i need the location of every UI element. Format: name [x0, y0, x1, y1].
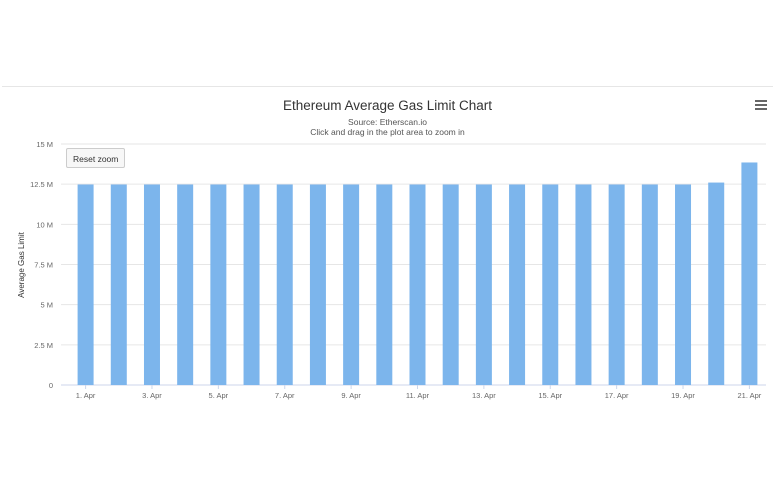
x-tick-label: 17. Apr — [605, 391, 629, 400]
y-axis-title: Average Gas Limit — [17, 231, 26, 297]
y-tick-label: 0 — [49, 381, 53, 390]
bar-10-apr[interactable] — [376, 184, 393, 385]
bar-2-apr[interactable] — [110, 184, 127, 385]
chart-subtitle-source: Source: Etherscan.io — [348, 117, 427, 127]
bar-15-apr[interactable] — [542, 184, 559, 385]
y-tick-label: 12.5 M — [30, 180, 53, 189]
x-tick-label: 9. Apr — [341, 391, 361, 400]
reset-zoom-button[interactable]: Reset zoom — [66, 148, 126, 168]
bar-13-apr[interactable] — [475, 184, 492, 385]
x-tick-label: 5. Apr — [209, 391, 229, 400]
bar-18-apr[interactable] — [641, 184, 658, 385]
bar-4-apr[interactable] — [177, 184, 194, 385]
bar-14-apr[interactable] — [509, 184, 526, 385]
bar-17-apr[interactable] — [608, 184, 625, 385]
chart-title: Ethereum Average Gas Limit Chart — [282, 98, 493, 113]
bar-16-apr[interactable] — [575, 184, 592, 385]
x-tick-label: 3. Apr — [142, 391, 162, 400]
y-tick-label: 10 M — [36, 220, 53, 229]
bar-6-apr[interactable] — [243, 184, 260, 385]
bar-19-apr[interactable] — [675, 184, 692, 385]
hamburger-menu-icon[interactable] — [755, 100, 767, 110]
bar-3-apr[interactable] — [143, 184, 160, 385]
x-tick-label: 13. Apr — [472, 391, 496, 400]
x-tick-label: 11. Apr — [406, 391, 430, 400]
x-tick-label: 7. Apr — [275, 391, 295, 400]
chart-subtitle-zoom-hint: Click and drag in the plot area to zoom … — [310, 127, 465, 137]
chart-panel: Ethereum Average Gas Limit Chart Source:… — [2, 86, 773, 414]
y-tick-label: 7.5 M — [34, 261, 53, 270]
y-tick-label: 5 M — [40, 301, 53, 310]
x-tick-label: 19. Apr — [671, 391, 695, 400]
bar-9-apr[interactable] — [343, 184, 360, 385]
bar-11-apr[interactable] — [409, 184, 426, 385]
plot-area[interactable]: 0 2.5 M 5 M 7.5 M 10 M 12.5 M 15 M 1. Apr 3. Ap… — [2, 87, 773, 414]
x-tick-label: 15. Apr — [538, 391, 562, 400]
y-tick-label: 2.5 M — [34, 341, 53, 350]
x-tick-label: 1. Apr — [76, 391, 96, 400]
bar-1-apr[interactable] — [77, 184, 94, 385]
y-tick-label: 15 M — [36, 140, 53, 149]
bar-21-apr[interactable] — [741, 162, 758, 385]
bar-8-apr[interactable] — [309, 184, 326, 385]
bar-7-apr[interactable] — [276, 184, 293, 385]
bar-5-apr[interactable] — [210, 184, 227, 385]
bar-20-apr[interactable] — [708, 182, 725, 385]
bar-12-apr[interactable] — [442, 184, 459, 385]
x-tick-label: 21. Apr — [738, 391, 762, 400]
